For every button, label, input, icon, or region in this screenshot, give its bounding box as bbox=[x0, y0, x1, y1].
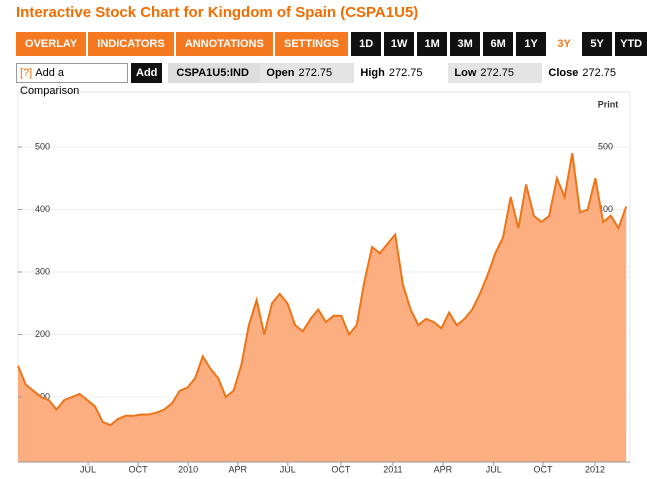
print-link[interactable]: Print bbox=[598, 99, 619, 109]
quote-field: High 272.75 bbox=[354, 63, 448, 83]
x-tick-label: APR bbox=[229, 464, 248, 474]
menu-button[interactable]: INDICATORS ▾ bbox=[88, 32, 174, 74]
range-button[interactable]: YTD bbox=[615, 32, 647, 56]
x-tick-label: OCT bbox=[534, 464, 554, 474]
quote-field: Open 272.75 bbox=[260, 63, 355, 83]
placeholder: Add a Comparison bbox=[20, 67, 80, 97]
add-button[interactable]: Add bbox=[131, 63, 163, 83]
field-label: Open bbox=[266, 67, 295, 79]
area bbox=[18, 153, 627, 463]
x-tick-label: APR bbox=[434, 464, 453, 474]
quote-field: Low 272.75 bbox=[448, 63, 543, 83]
y-tick-label: 100 bbox=[35, 391, 50, 401]
field-value: 272.75 bbox=[388, 67, 423, 79]
x-tick-label: JUL bbox=[280, 464, 296, 474]
info-bar: [?] Add a Comparison Add CSPA1U5:IND Open… bbox=[16, 62, 636, 97]
range-button[interactable]: 6M bbox=[483, 32, 514, 56]
toolbar: OVERLAY ▾INDICATORS ▾ANNOTATIONS ▾SETTIN… bbox=[16, 32, 647, 74]
ticker: CSPA1U5:IND bbox=[168, 63, 261, 83]
range-button[interactable]: 3M bbox=[450, 32, 481, 56]
x-tick-label: 2011 bbox=[383, 464, 402, 474]
field-value: 272.75 bbox=[298, 67, 333, 79]
range-button[interactable]: 1M bbox=[417, 32, 448, 56]
quote-field: Close 272.75 bbox=[542, 63, 636, 83]
field-value: 272.75 bbox=[480, 67, 515, 79]
y-tick-label-right: 400 bbox=[598, 204, 613, 214]
y-tick-label: 200 bbox=[35, 329, 50, 339]
y-tick-label: 500 bbox=[35, 141, 50, 151]
x-tick-label: OCT bbox=[129, 464, 149, 474]
range-button[interactable]: 3Y bbox=[549, 32, 580, 56]
range-button[interactable]: 1Y bbox=[516, 32, 547, 56]
comparison-input[interactable]: [?] Add a Comparison bbox=[16, 63, 128, 97]
x-tick-label: JUL bbox=[486, 464, 502, 474]
x-tick-label: JUL bbox=[80, 464, 96, 474]
field-label: Close bbox=[548, 67, 579, 79]
menu-button[interactable]: OVERLAY ▾ bbox=[16, 32, 87, 74]
x-tick-label: 2010 bbox=[178, 464, 198, 474]
help[interactable]: [?] bbox=[20, 67, 33, 79]
y-tick-label: 400 bbox=[35, 204, 50, 214]
range-button[interactable]: 5Y bbox=[582, 32, 613, 56]
page-title: Interactive Stock Chart for Kingdom of S… bbox=[16, 4, 419, 21]
field-value: 272.75 bbox=[582, 67, 617, 79]
y-tick-label: 300 bbox=[35, 266, 50, 276]
range-button[interactable]: 1D bbox=[351, 32, 382, 56]
x-tick-label: OCT bbox=[331, 464, 351, 474]
y-tick-label-right: 500 bbox=[598, 141, 613, 151]
menu-button[interactable]: SETTINGS ▾ bbox=[274, 32, 349, 74]
menu-button[interactable]: ANNOTATIONS ▾ bbox=[175, 32, 273, 74]
range-button[interactable]: 1W bbox=[384, 32, 415, 56]
price-line bbox=[17, 153, 628, 427]
field-label: High bbox=[360, 67, 385, 79]
x-tick-label: 2012 bbox=[585, 464, 605, 474]
quote-fields: Open 272.75 High 272.75 Low 272.75 Close 272.75 bbox=[260, 63, 636, 83]
field-label: Low bbox=[454, 67, 477, 79]
